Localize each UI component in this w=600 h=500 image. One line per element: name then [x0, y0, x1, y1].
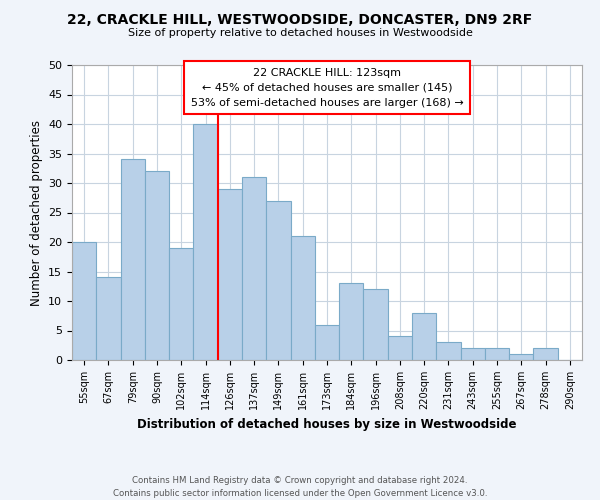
Bar — [218, 189, 242, 360]
Bar — [412, 313, 436, 360]
Bar — [266, 200, 290, 360]
Text: Size of property relative to detached houses in Westwoodside: Size of property relative to detached ho… — [128, 28, 472, 38]
Bar — [315, 324, 339, 360]
Bar — [436, 342, 461, 360]
Bar — [96, 278, 121, 360]
Y-axis label: Number of detached properties: Number of detached properties — [29, 120, 43, 306]
Bar — [364, 289, 388, 360]
Bar — [533, 348, 558, 360]
Text: 22, CRACKLE HILL, WESTWOODSIDE, DONCASTER, DN9 2RF: 22, CRACKLE HILL, WESTWOODSIDE, DONCASTE… — [67, 12, 533, 26]
Bar — [290, 236, 315, 360]
Bar — [509, 354, 533, 360]
Bar — [388, 336, 412, 360]
Text: Contains HM Land Registry data © Crown copyright and database right 2024.
Contai: Contains HM Land Registry data © Crown c… — [113, 476, 487, 498]
Text: 22 CRACKLE HILL: 123sqm
← 45% of detached houses are smaller (145)
53% of semi-d: 22 CRACKLE HILL: 123sqm ← 45% of detache… — [191, 68, 463, 108]
Bar — [121, 160, 145, 360]
Bar — [193, 124, 218, 360]
Bar — [242, 177, 266, 360]
Bar — [72, 242, 96, 360]
Bar — [485, 348, 509, 360]
Bar — [339, 284, 364, 360]
X-axis label: Distribution of detached houses by size in Westwoodside: Distribution of detached houses by size … — [137, 418, 517, 430]
Bar — [145, 171, 169, 360]
Bar — [169, 248, 193, 360]
Bar — [461, 348, 485, 360]
